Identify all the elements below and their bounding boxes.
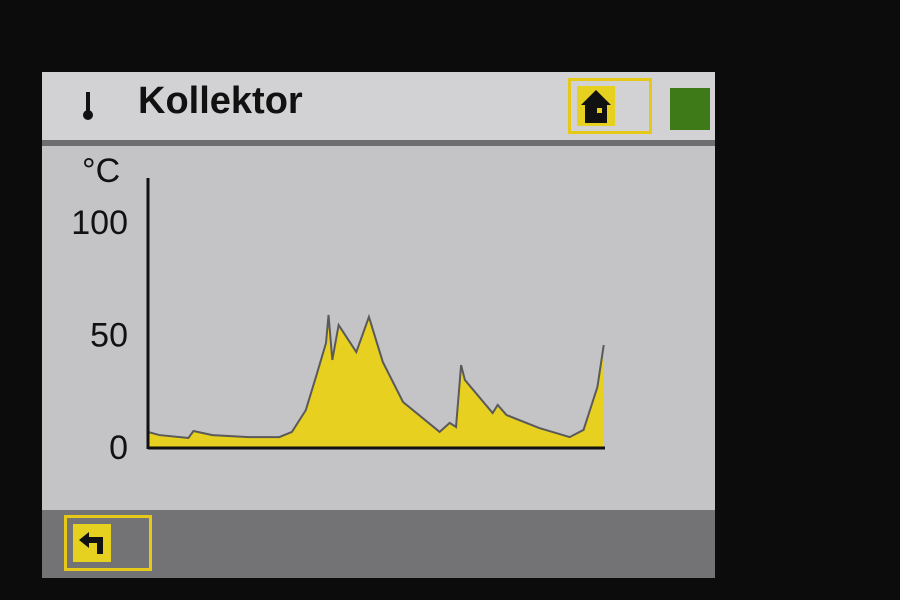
home-icon <box>581 90 611 123</box>
y-tick-label: 50 <box>90 317 128 355</box>
thermometer-icon <box>83 92 93 120</box>
back-arrow-icon <box>79 532 103 554</box>
status-indicator <box>670 88 710 130</box>
device-screen: Kollektor °C h 0501006121806 <box>42 72 715 578</box>
y-tick-label: 100 <box>71 204 128 242</box>
y-tick-label: 0 <box>109 429 128 467</box>
back-button[interactable] <box>64 515 152 571</box>
page-title: Kollektor <box>138 80 303 122</box>
data-line <box>147 313 605 440</box>
temperature-chart: °C h 0501006121806 <box>71 152 605 467</box>
header-divider <box>42 140 715 146</box>
data-area <box>148 314 604 447</box>
y-axis-unit: °C <box>82 152 120 190</box>
header: Kollektor <box>42 72 715 140</box>
home-button[interactable] <box>568 78 652 134</box>
footer <box>42 510 715 578</box>
